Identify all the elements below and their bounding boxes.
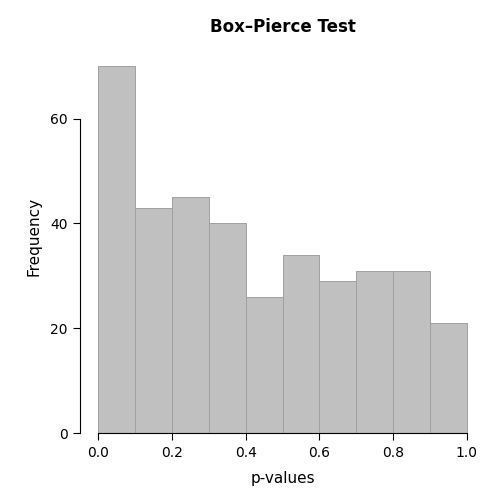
X-axis label: p-values: p-values <box>250 471 315 486</box>
Bar <box>98 66 135 433</box>
Bar <box>356 270 393 433</box>
Bar <box>172 197 209 433</box>
Bar <box>282 255 320 433</box>
Bar <box>246 297 282 433</box>
Y-axis label: Frequency: Frequency <box>26 197 42 276</box>
Bar <box>430 323 467 433</box>
Bar <box>135 208 172 433</box>
Bar <box>209 224 246 433</box>
Bar <box>320 281 356 433</box>
Title: Box–Pierce Test: Box–Pierce Test <box>210 17 356 35</box>
Bar <box>393 270 430 433</box>
